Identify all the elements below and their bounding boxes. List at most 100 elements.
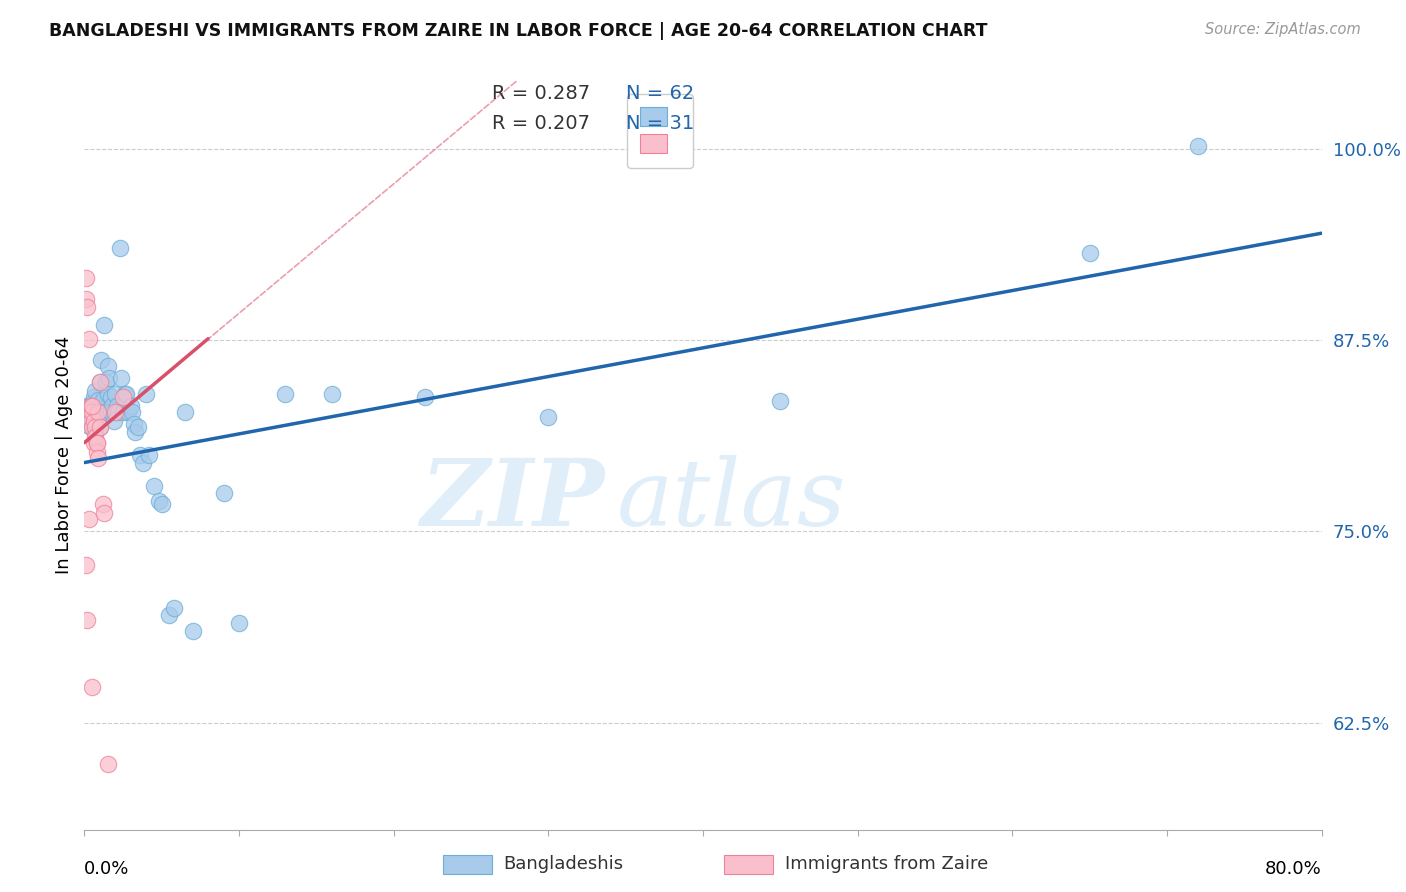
Point — [89, 402, 111, 417]
Point — [89, 420, 111, 434]
Point — [537, 409, 560, 424]
Text: Immigrants from Zaire: Immigrants from Zaire — [785, 855, 988, 873]
Point — [124, 425, 146, 439]
Point — [75, 409, 97, 424]
Point — [100, 390, 122, 404]
Point — [86, 414, 108, 428]
Point — [108, 242, 131, 256]
Point — [148, 493, 170, 508]
Point — [82, 417, 104, 432]
Point — [114, 386, 136, 401]
Point — [76, 399, 98, 413]
Text: N = 31: N = 31 — [626, 113, 695, 133]
Point — [87, 405, 110, 419]
Point — [83, 435, 105, 450]
Point — [212, 486, 235, 500]
Point — [77, 332, 100, 346]
Point — [101, 399, 124, 413]
Point — [79, 405, 101, 419]
Point — [112, 405, 135, 419]
Legend: , : , — [627, 94, 693, 168]
Point — [86, 435, 108, 450]
Point — [163, 600, 186, 615]
Point — [82, 399, 104, 413]
Point — [75, 558, 97, 572]
Point — [321, 386, 343, 401]
Point — [1187, 139, 1209, 153]
Point — [91, 392, 114, 407]
Point — [89, 420, 111, 434]
Point — [122, 417, 145, 432]
Point — [76, 300, 98, 314]
Point — [769, 394, 792, 409]
Point — [105, 399, 128, 413]
Point — [75, 292, 97, 306]
Point — [93, 318, 115, 332]
Point — [82, 405, 104, 419]
Point — [98, 371, 121, 385]
Point — [121, 405, 143, 419]
Point — [1078, 246, 1101, 260]
Text: R = 0.207: R = 0.207 — [492, 113, 591, 133]
Point — [96, 756, 118, 771]
Point — [77, 405, 100, 419]
Point — [138, 448, 160, 462]
Point — [77, 512, 100, 526]
Point — [181, 624, 204, 638]
Point — [228, 616, 250, 631]
Point — [107, 405, 129, 419]
Point — [104, 405, 127, 419]
Point — [76, 613, 98, 627]
Point — [90, 353, 112, 368]
Point — [143, 478, 166, 492]
Text: Source: ZipAtlas.com: Source: ZipAtlas.com — [1205, 22, 1361, 37]
Point — [82, 396, 104, 410]
Y-axis label: In Labor Force | Age 20-64: In Labor Force | Age 20-64 — [55, 335, 73, 574]
Point — [91, 405, 114, 419]
Text: N = 62: N = 62 — [626, 84, 695, 103]
Point — [86, 435, 108, 450]
Point — [132, 456, 155, 470]
Point — [96, 386, 118, 401]
Point — [127, 420, 149, 434]
Point — [103, 414, 125, 428]
Point — [87, 392, 110, 407]
Point — [82, 681, 104, 695]
Point — [174, 405, 197, 419]
Point — [86, 445, 108, 459]
Point — [91, 497, 114, 511]
Text: 80.0%: 80.0% — [1265, 860, 1322, 878]
Point — [75, 270, 97, 285]
Point — [413, 390, 436, 404]
Point — [93, 506, 115, 520]
Point — [115, 386, 138, 401]
Point — [117, 405, 139, 419]
Text: R = 0.287: R = 0.287 — [492, 84, 591, 103]
Point — [82, 420, 104, 434]
Point — [159, 608, 180, 623]
Point — [84, 420, 107, 434]
Point — [96, 359, 118, 374]
Point — [89, 375, 111, 389]
Point — [274, 386, 297, 401]
Point — [104, 386, 127, 401]
Point — [89, 375, 111, 389]
Point — [120, 399, 142, 413]
Point — [83, 402, 105, 417]
Point — [135, 386, 157, 401]
Point — [77, 418, 100, 433]
Point — [79, 414, 101, 428]
Text: ZIP: ZIP — [420, 455, 605, 545]
Text: atlas: atlas — [616, 455, 846, 545]
Point — [94, 375, 117, 389]
Point — [129, 448, 152, 462]
Point — [110, 371, 132, 385]
Point — [84, 429, 107, 443]
Point — [84, 425, 107, 439]
Point — [150, 497, 173, 511]
Text: BANGLADESHI VS IMMIGRANTS FROM ZAIRE IN LABOR FORCE | AGE 20-64 CORRELATION CHAR: BANGLADESHI VS IMMIGRANTS FROM ZAIRE IN … — [49, 22, 987, 40]
Point — [112, 390, 135, 404]
Point — [86, 405, 108, 419]
Text: 0.0%: 0.0% — [84, 860, 129, 878]
Point — [84, 384, 107, 398]
